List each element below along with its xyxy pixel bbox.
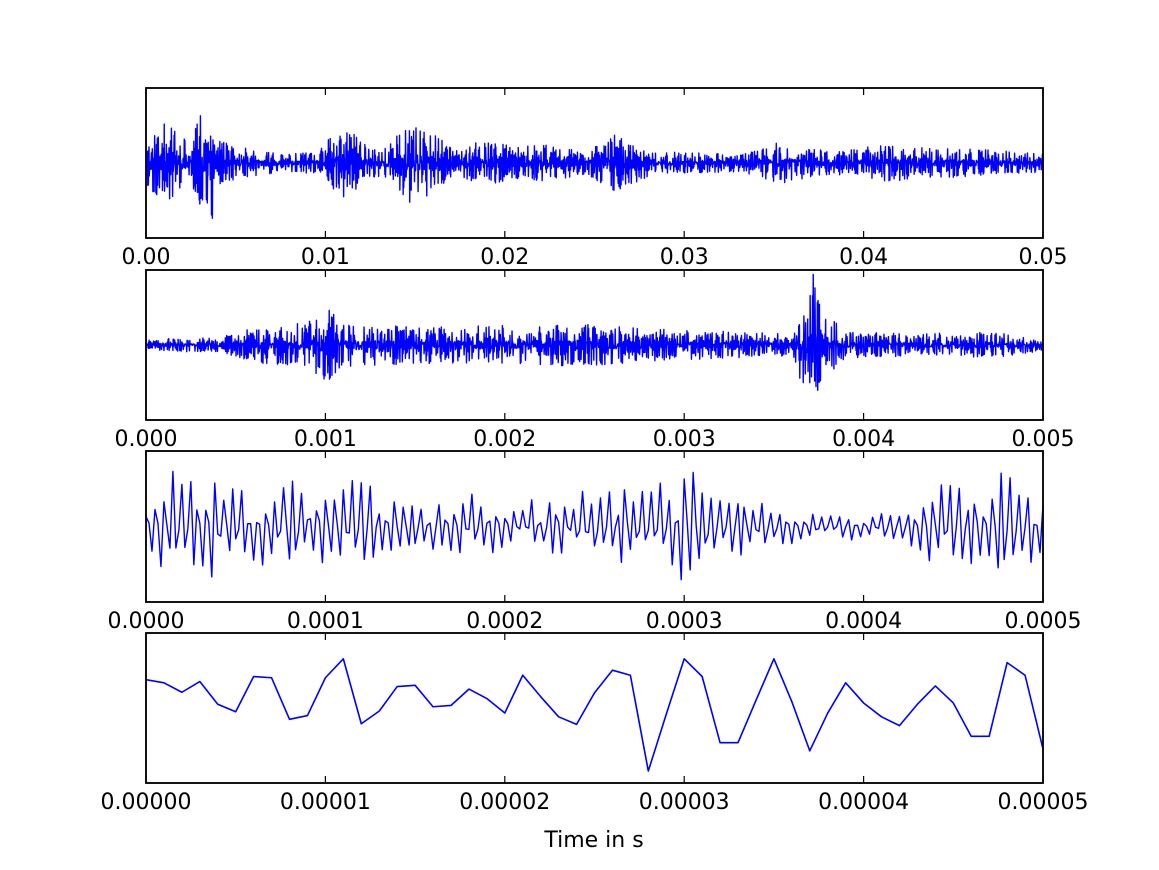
x-tick-label: 0.00000 (101, 790, 192, 815)
x-tick-label: 0.0004 (825, 609, 902, 634)
x-tick-label: 0.000 (115, 427, 178, 452)
x-tick-label: 0.0002 (466, 609, 543, 634)
plot-area-4 (145, 632, 1044, 784)
x-tick-label: 0.0001 (287, 609, 364, 634)
panel-2: 0.000 0.001 0.002 0.003 0.004 0.005 (115, 269, 1075, 452)
x-tick-label: 0.00002 (459, 790, 550, 815)
signal-line-4 (146, 658, 1043, 772)
x-tick-label: 0.005 (1012, 427, 1075, 452)
x-tick-label: 0.00 (122, 245, 171, 270)
x-tick-label: 0.02 (480, 245, 529, 270)
x-tick-label: 0.001 (294, 427, 357, 452)
x-tick-label: 0.05 (1019, 245, 1068, 270)
x-tick-label: 0.0000 (108, 609, 185, 634)
x-tick-label: 0.002 (473, 427, 536, 452)
plot-area-3 (145, 450, 1044, 603)
x-tick-label: 0.003 (653, 427, 716, 452)
signal-line-1 (146, 115, 1043, 219)
signal-line-3 (146, 470, 1043, 581)
x-tick-label: 0.01 (301, 245, 350, 270)
x-tick-label: 0.004 (832, 427, 895, 452)
x-axis-label: Time in s (543, 828, 643, 853)
x-tick-label: 0.00001 (280, 790, 371, 815)
x-tick-label: 0.00004 (818, 790, 909, 815)
x-tick-label: 0.0005 (1005, 609, 1082, 634)
x-tick-label: 0.00005 (998, 790, 1089, 815)
x-tick-label: 0.04 (839, 245, 888, 270)
x-tick-label: 0.03 (660, 245, 709, 270)
x-tick-label: 0.0003 (646, 609, 723, 634)
panel-1: 0.00 0.01 0.02 0.03 0.04 0.05 (122, 87, 1068, 270)
x-tick-label: 0.00003 (639, 790, 730, 815)
panel-3: 0.0000 0.0001 0.0002 0.0003 0.0004 0.0005 (108, 450, 1082, 634)
signal-line-2 (146, 273, 1043, 391)
panel-4: 0.00000 0.00001 0.00002 0.00003 0.00004 0.000… (101, 632, 1089, 815)
